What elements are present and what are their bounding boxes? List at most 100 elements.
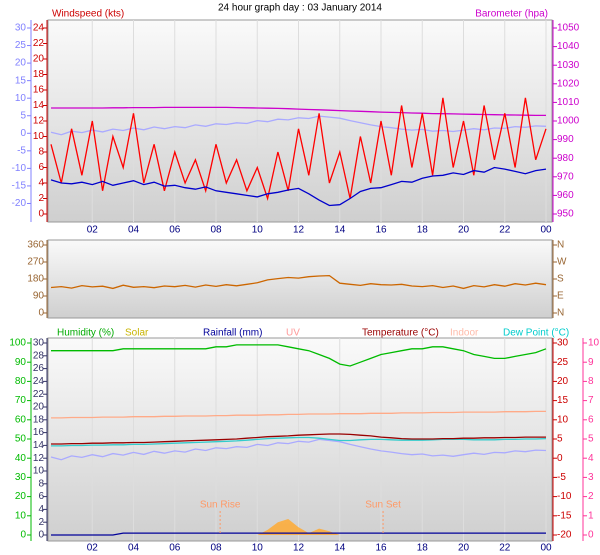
y-tick-label: 30	[15, 472, 27, 483]
x-tick-label: 06	[169, 225, 181, 236]
y-tick-label: -20	[557, 530, 572, 541]
x-tick-label: 02	[87, 225, 99, 236]
legend-label: Indoor	[450, 328, 479, 339]
y-tick-label: 100	[9, 338, 26, 349]
y-tick-label: 9	[588, 357, 594, 368]
x-tick-label: 18	[417, 225, 429, 236]
y-tick-label: 3	[588, 472, 594, 483]
x-tick-label: 18	[417, 543, 429, 554]
y-tick-label: 270	[27, 257, 44, 268]
y-tick-label: 14	[33, 100, 45, 111]
x-tick-label: 20	[458, 543, 470, 554]
y-tick-label: -20	[12, 198, 27, 209]
x-tick-label: 14	[334, 543, 346, 554]
x-tick-label: 14	[334, 225, 346, 236]
y-tick-label: 70	[15, 395, 27, 406]
series-area	[51, 519, 546, 535]
y-tick-label: N	[557, 240, 564, 251]
x-tick-label: 16	[375, 543, 387, 554]
y-tick-label: 12	[33, 453, 45, 464]
x-tick-label: 22	[499, 543, 511, 554]
y-tick-label: 1030	[557, 60, 580, 71]
y-tick-label: 0	[38, 308, 44, 319]
x-tick-label: 00	[540, 225, 552, 236]
y-tick-label: 18	[33, 69, 45, 80]
x-tick-label: 12	[293, 543, 305, 554]
y-tick-label: S	[557, 274, 564, 285]
y-tick-label: 80	[15, 376, 27, 387]
y-tick-label: -15	[557, 510, 572, 521]
y-tick-label: 1020	[557, 78, 580, 89]
y-tick-label: 15	[557, 395, 569, 406]
y-tick-label: 16	[33, 427, 45, 438]
y-tick-label: 990	[557, 134, 574, 145]
y-tick-label: 10	[588, 338, 600, 349]
y-tick-label: 90	[33, 291, 45, 302]
legend-label: Solar	[125, 328, 149, 339]
series-line	[51, 433, 546, 445]
y-tick-label: 40	[15, 453, 27, 464]
x-tick-label: 08	[210, 543, 222, 554]
series-line	[50, 274, 547, 290]
y-tick-label: 10	[557, 414, 569, 425]
y-tick-label: 18	[33, 414, 45, 425]
y-tick-label: -5	[557, 472, 566, 483]
y-tick-label: 50	[15, 434, 27, 445]
annotation: Sun Rise	[200, 500, 241, 511]
y-tick-label: 20	[33, 402, 45, 413]
y-tick-label: 10	[33, 131, 45, 142]
y-tick-label: 25	[15, 40, 27, 51]
y-tick-label: 8	[38, 147, 44, 158]
y-tick-label: 0	[38, 209, 44, 220]
y-tick-label: 24	[33, 23, 45, 34]
series-line	[50, 166, 547, 207]
y-tick-label: 12	[33, 116, 45, 127]
y-tick-label: 4	[38, 504, 44, 515]
x-tick-label: 10	[252, 225, 264, 236]
y-tick-label: 1010	[557, 97, 580, 108]
y-tick-label: 180	[27, 274, 44, 285]
y-tick-label: 2	[38, 517, 44, 528]
y-tick-label: 15	[15, 75, 27, 86]
y-tick-label: 20	[15, 58, 27, 69]
y-tick-label: 10	[33, 466, 45, 477]
x-tick-label: 16	[375, 225, 387, 236]
series-line	[51, 532, 546, 536]
series-line	[50, 115, 547, 136]
y-tick-label: E	[557, 291, 564, 302]
y-tick-label: 26	[33, 363, 45, 374]
plot-area	[47, 239, 553, 319]
y-tick-label: -10	[557, 491, 572, 502]
series-line	[51, 436, 547, 447]
y-tick-label: 0	[557, 453, 563, 464]
y-tick-label: 6	[38, 491, 44, 502]
y-tick-label: 10	[15, 510, 27, 521]
y-tick-label: 4	[588, 453, 594, 464]
y-tick-label: 16	[33, 85, 45, 96]
y-tick-label: 5	[588, 434, 594, 445]
x-tick-label: 08	[210, 225, 222, 236]
y-tick-label: 970	[557, 171, 574, 182]
y-tick-label: 950	[557, 209, 574, 220]
x-tick-label: 04	[128, 543, 140, 554]
y-tick-label: 30	[33, 338, 45, 349]
series-line	[50, 97, 547, 201]
y-tick-label: 0	[588, 530, 594, 541]
y-tick-label: 5	[20, 110, 26, 121]
y-tick-label: 24	[33, 376, 45, 387]
y-tick-label: 4	[38, 178, 44, 189]
y-tick-label: 0	[20, 128, 26, 139]
y-tick-label: 5	[557, 434, 563, 445]
y-tick-label: 1000	[557, 116, 580, 127]
y-tick-label: 22	[33, 389, 45, 400]
y-tick-label: 20	[15, 491, 27, 502]
x-tick-label: 06	[169, 543, 181, 554]
y-tick-label: 2	[38, 193, 44, 204]
y-tick-label: 980	[557, 153, 574, 164]
y-tick-label: -10	[12, 163, 27, 174]
y-tick-label: 25	[557, 357, 569, 368]
chart-title: 24 hour graph day : 03 January 2014	[218, 3, 382, 14]
y-tick-label: 30	[557, 338, 569, 349]
x-tick-label: 10	[252, 543, 264, 554]
x-tick-label: 04	[128, 225, 140, 236]
